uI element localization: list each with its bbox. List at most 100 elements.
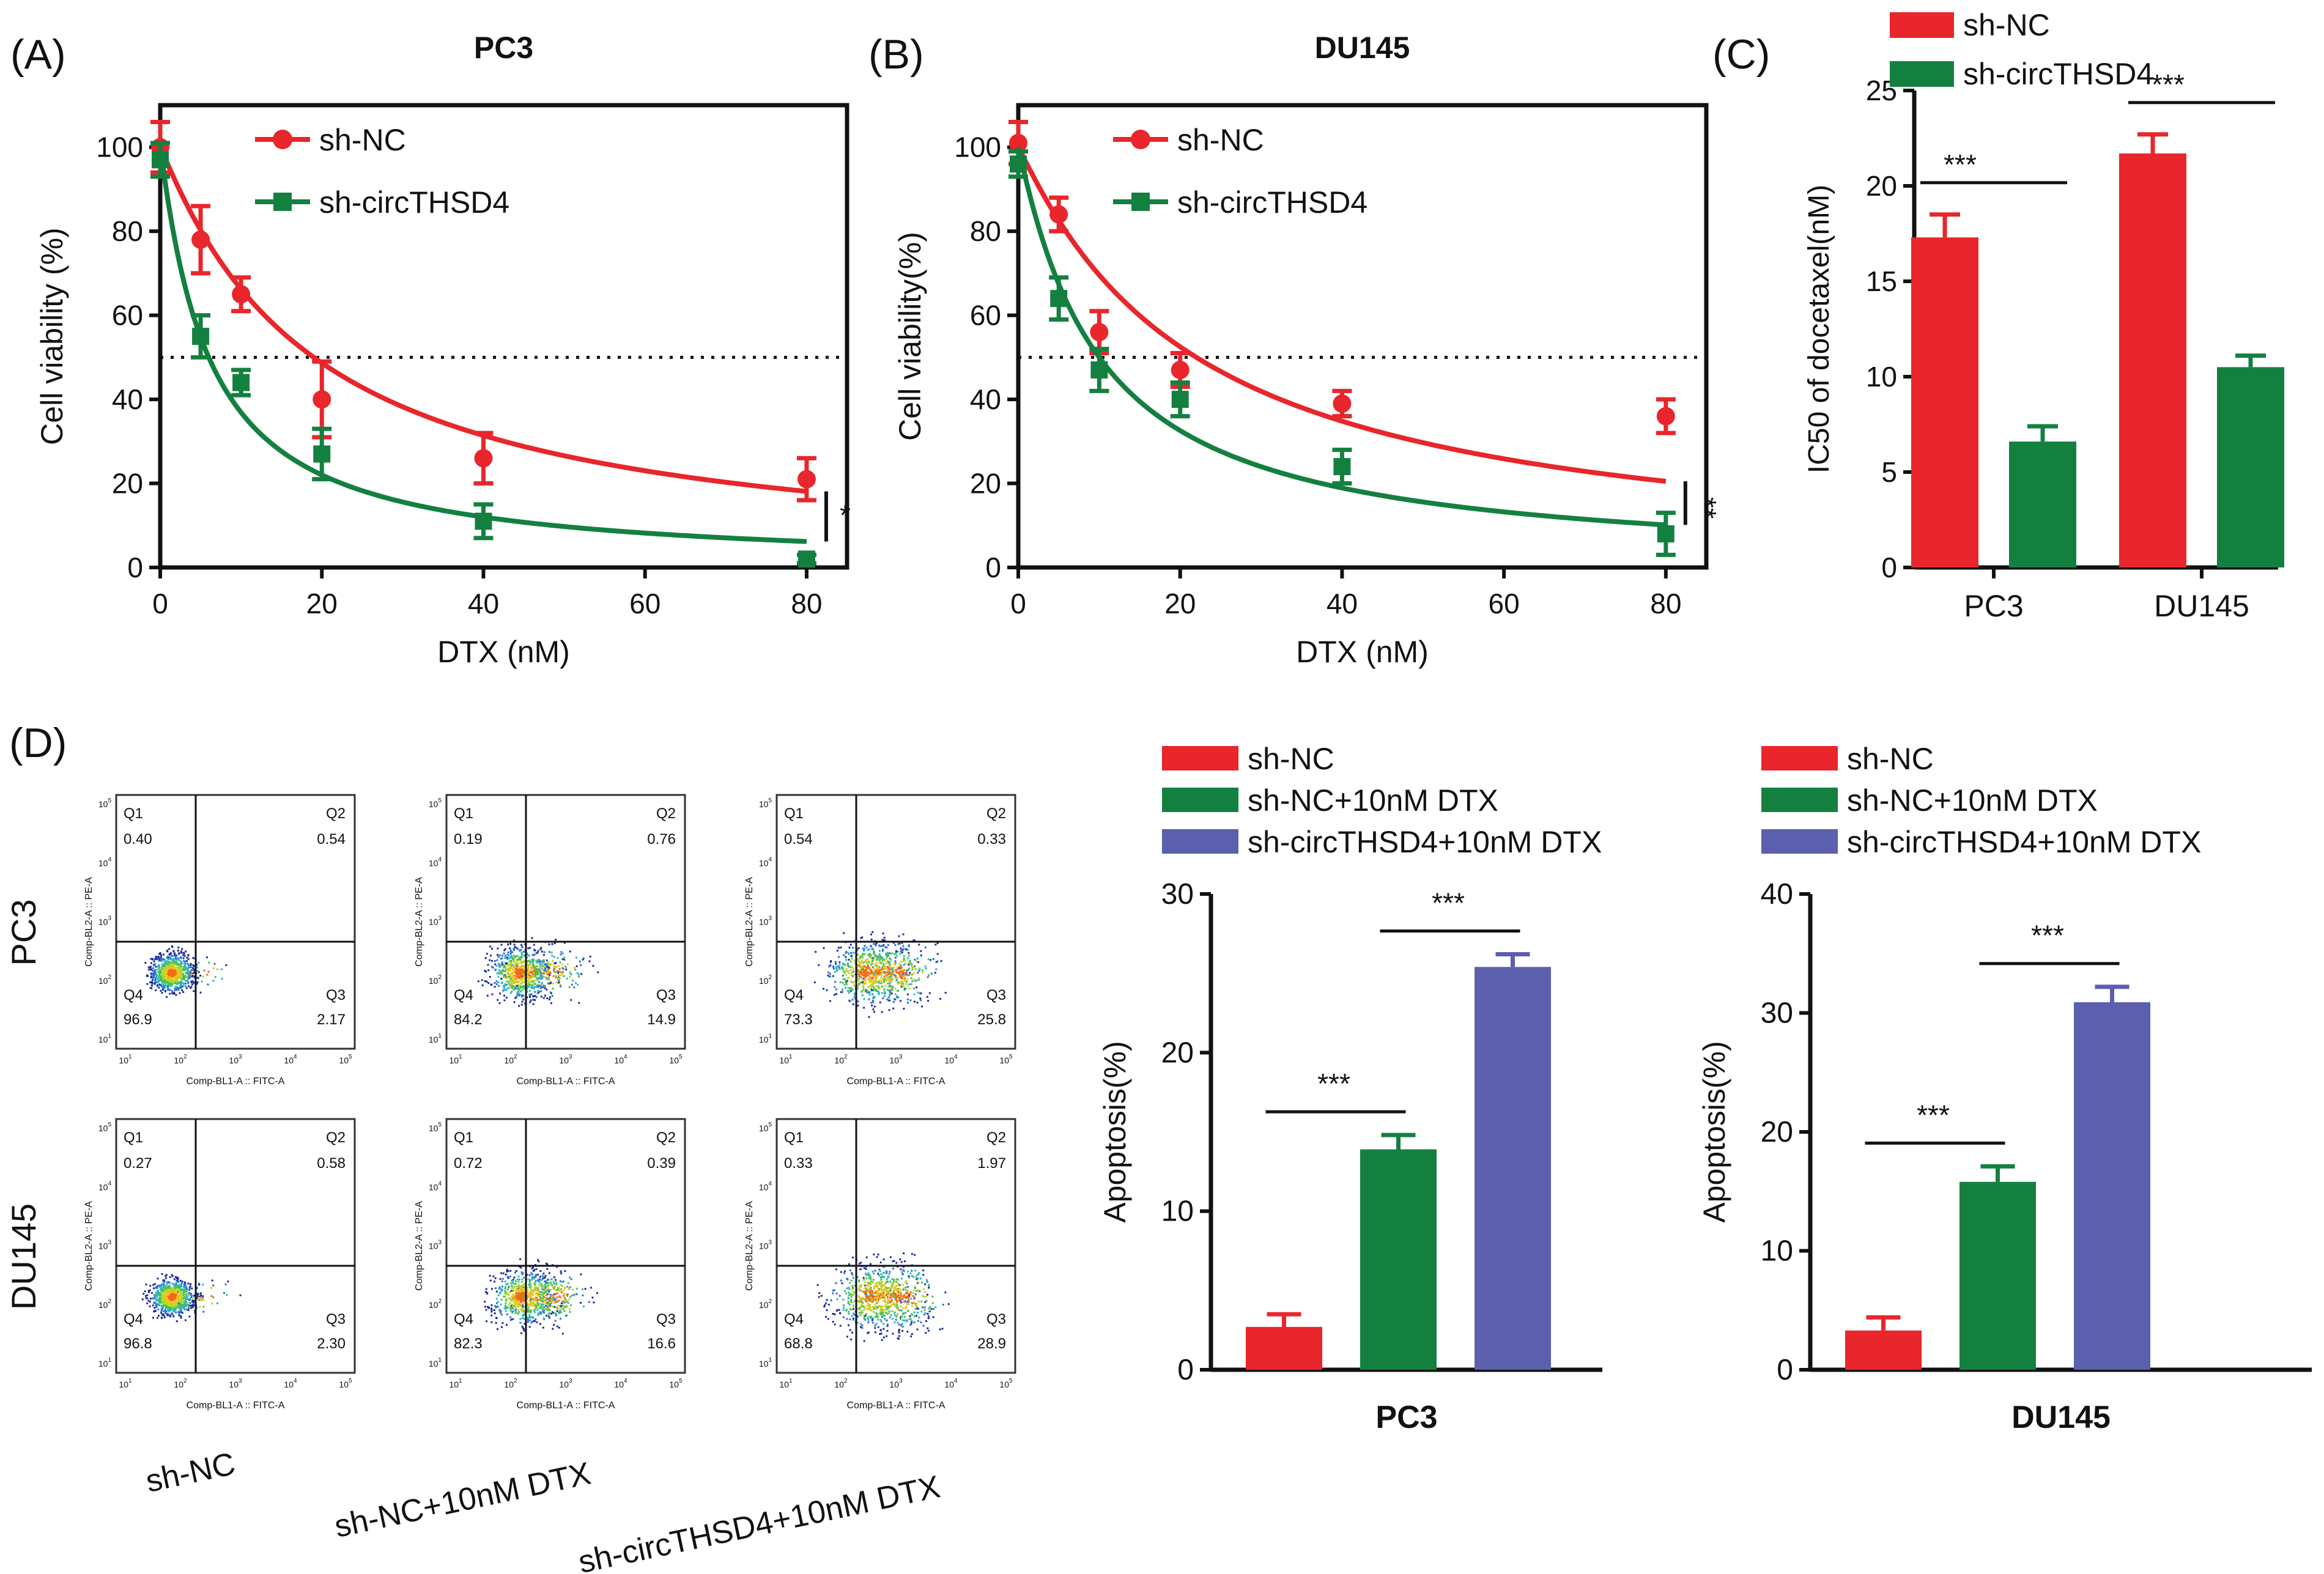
event-dot — [212, 1284, 215, 1287]
event-dot — [904, 963, 906, 965]
event-dot — [533, 980, 535, 983]
event-dot — [497, 972, 499, 974]
event-dot — [542, 1289, 545, 1291]
event-dot — [505, 984, 508, 986]
event-dot — [523, 985, 525, 988]
event-dot — [186, 1295, 188, 1298]
event-dot — [886, 971, 889, 974]
event-dot — [591, 1296, 594, 1299]
event-dot — [531, 1290, 534, 1293]
event-dot — [572, 979, 574, 981]
event-dot — [866, 961, 868, 963]
event-dot — [489, 945, 491, 948]
event-dot — [582, 957, 585, 959]
event-dot — [503, 949, 506, 951]
event-dot — [163, 985, 165, 988]
event-dot — [166, 1281, 168, 1284]
event-dot — [162, 981, 165, 983]
event-dot — [548, 998, 550, 1000]
event-dot — [534, 1283, 536, 1285]
event-dot — [561, 1291, 564, 1294]
tick-exponent: 5 — [108, 1121, 111, 1128]
quadrant-name: Q4 — [124, 1311, 143, 1328]
event-dot — [510, 1290, 513, 1292]
event-dot — [520, 1304, 522, 1307]
event-dot — [174, 1302, 176, 1305]
event-dot — [522, 1288, 524, 1290]
event-dot — [898, 1335, 900, 1337]
event-dot — [930, 959, 932, 961]
event-dot — [565, 969, 568, 970]
event-dot — [519, 994, 521, 996]
event-dot — [190, 966, 192, 968]
event-dot — [547, 1302, 549, 1304]
event-dot — [519, 974, 521, 976]
event-dot — [156, 985, 158, 987]
event-dot — [912, 987, 915, 989]
event-dot — [827, 971, 830, 974]
event-dot — [901, 972, 903, 974]
event-dot — [590, 1287, 592, 1289]
event-dot — [531, 971, 534, 974]
event-dot — [553, 965, 555, 967]
event-dot — [155, 1298, 158, 1300]
event-dot — [168, 965, 171, 967]
event-dot — [175, 1292, 177, 1295]
event-dot — [901, 970, 904, 973]
event-dot — [181, 989, 183, 991]
event-dot — [860, 969, 863, 971]
quadrant-name: Q4 — [784, 987, 804, 1003]
event-dot — [857, 980, 859, 982]
event-dot — [509, 1310, 512, 1312]
event-dot — [159, 953, 161, 956]
event-dot — [886, 1272, 888, 1274]
event-dot — [155, 1304, 158, 1306]
event-dot — [516, 1285, 517, 1288]
event-dot — [865, 969, 867, 972]
event-dot — [180, 986, 182, 988]
event-dot — [152, 1317, 154, 1319]
flow-x-axis-label: Comp-BL1-A :: FITC-A — [847, 1076, 946, 1087]
event-dot — [546, 988, 548, 991]
y-axis-label: Cell viability(%) — [893, 232, 927, 441]
event-dot — [580, 1273, 582, 1276]
event-dot — [550, 1295, 552, 1298]
event-dot — [843, 932, 845, 934]
event-dot — [895, 979, 898, 981]
event-dot — [533, 954, 535, 956]
event-dot — [529, 1287, 531, 1289]
event-dot — [193, 971, 196, 974]
event-dot — [174, 989, 176, 991]
tick-exponent: 3 — [239, 1378, 242, 1384]
event-dot — [520, 985, 523, 988]
event-dot — [533, 1276, 535, 1278]
event-dot — [852, 1003, 854, 1005]
event-dot — [506, 1306, 509, 1309]
event-dot — [161, 1301, 163, 1304]
event-dot — [488, 1306, 490, 1309]
event-dot — [175, 1307, 177, 1310]
y-tick-label: 105 — [98, 1121, 112, 1133]
event-dot — [511, 1303, 513, 1306]
event-dot — [521, 1290, 524, 1292]
event-dot — [886, 998, 889, 1000]
event-dot — [852, 967, 854, 970]
flow-plot: Q10.33Q21.97Q468.8Q328.91011011021021031… — [744, 1118, 1016, 1411]
event-dot — [861, 994, 864, 997]
event-dot — [535, 996, 538, 999]
event-dot — [928, 1284, 930, 1286]
event-dot — [903, 980, 906, 982]
event-dot — [526, 1317, 528, 1319]
event-dot — [900, 964, 902, 966]
event-dot — [494, 1305, 496, 1307]
event-dot — [146, 983, 149, 985]
event-dot — [509, 968, 511, 970]
event-dot — [577, 983, 579, 986]
event-dot — [166, 957, 168, 959]
event-dot — [899, 975, 901, 977]
event-dot — [171, 1295, 174, 1297]
event-dot — [505, 1273, 507, 1276]
event-dot — [553, 956, 555, 958]
event-dot — [163, 1285, 165, 1287]
event-dot — [856, 948, 859, 950]
